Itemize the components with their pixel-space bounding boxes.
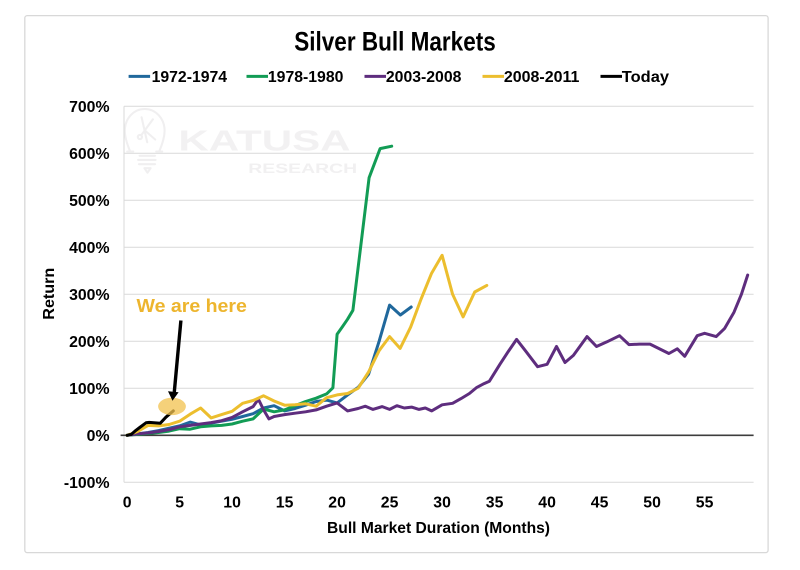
svg-text:Today: Today (622, 69, 669, 86)
svg-text:0%: 0% (87, 428, 110, 445)
svg-text:20: 20 (328, 495, 346, 512)
svg-text:300%: 300% (69, 287, 109, 304)
svg-text:0: 0 (123, 495, 132, 512)
svg-text:Return: Return (41, 268, 58, 320)
svg-text:1972-1974: 1972-1974 (152, 69, 228, 86)
svg-text:10: 10 (223, 495, 241, 512)
svg-text:45: 45 (591, 495, 609, 512)
svg-text:-100%: -100% (64, 475, 110, 492)
svg-text:30: 30 (433, 495, 451, 512)
svg-text:1978-1980: 1978-1980 (268, 69, 344, 86)
svg-text:5: 5 (175, 495, 184, 512)
svg-text:Silver Bull Markets: Silver Bull Markets (294, 27, 496, 57)
svg-text:50: 50 (643, 495, 661, 512)
svg-text:55: 55 (696, 495, 714, 512)
svg-text:RESEARCH: RESEARCH (248, 161, 357, 176)
svg-text:200%: 200% (69, 334, 109, 351)
svg-text:400%: 400% (69, 240, 109, 257)
svg-text:40: 40 (538, 495, 556, 512)
svg-text:100%: 100% (69, 381, 109, 398)
svg-text:700%: 700% (69, 99, 109, 116)
svg-text:25: 25 (381, 495, 399, 512)
svg-text:KATUSA: KATUSA (178, 125, 350, 157)
svg-text:We are here: We are here (137, 296, 247, 316)
svg-text:500%: 500% (69, 193, 109, 210)
svg-text:600%: 600% (69, 146, 109, 163)
svg-text:Bull Market Duration (Months): Bull Market Duration (Months) (327, 520, 550, 537)
svg-text:15: 15 (276, 495, 294, 512)
svg-text:2008-2011: 2008-2011 (504, 69, 580, 86)
svg-text:35: 35 (486, 495, 504, 512)
svg-text:2003-2008: 2003-2008 (386, 69, 462, 86)
